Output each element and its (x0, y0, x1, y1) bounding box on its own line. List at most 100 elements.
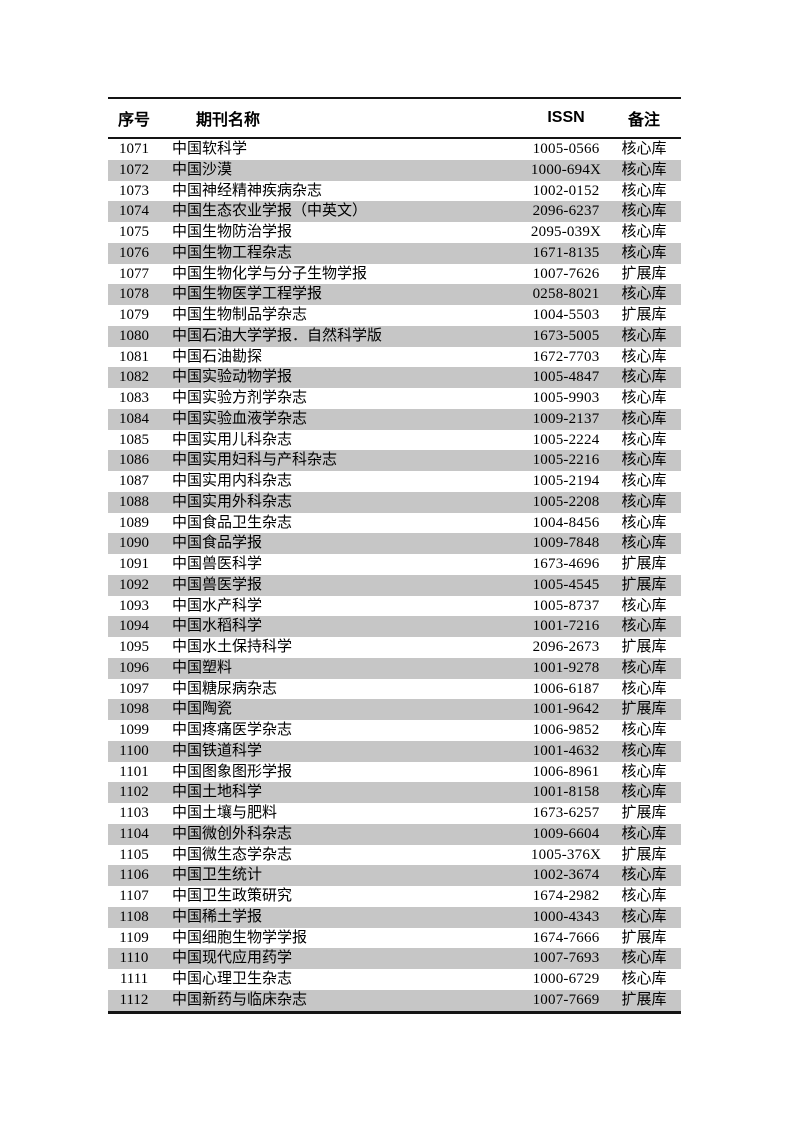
cell-note: 核心库 (621, 888, 667, 904)
cell-row-number: 1077 (119, 265, 149, 282)
cell-row-number: 1085 (119, 431, 149, 448)
cell-issn: 1009-7848 (532, 535, 600, 552)
document-page: 序号 期刊名称 ISSN 备注 1071 中国软科学 1005-0566 核心库… (108, 97, 681, 1014)
table-row: 1093 中国水产科学 1005-8737 核心库 (108, 596, 681, 617)
cell-note: 核心库 (621, 224, 667, 240)
cell-issn: 1005-2224 (532, 431, 600, 448)
cell-journal-name: 中国陶瓷 (172, 701, 233, 718)
cell-issn: 1007-7669 (532, 991, 600, 1008)
table-row: 1112 中国新药与临床杂志 1007-7669 扩展库 (108, 989, 681, 1012)
cell-row-number: 1083 (119, 390, 149, 406)
cell-journal-name: 中国稀土学报 (172, 908, 263, 925)
table-row: 1103 中国土壤与肥料 1673-6257 扩展库 (108, 803, 681, 824)
cell-issn: 1001-9642 (532, 701, 600, 718)
cell-journal-name: 中国水产科学 (172, 597, 263, 614)
cell-journal-name: 中国细胞生物学学报 (172, 929, 308, 946)
cell-note: 核心库 (621, 908, 667, 925)
cell-journal-name: 中国神经精神疾病杂志 (172, 182, 323, 199)
cell-issn: 1004-5503 (532, 307, 600, 323)
cell-issn: 1006-6187 (532, 680, 600, 697)
cell-issn: 1005-376X (530, 846, 602, 863)
cell-issn: 1009-2137 (532, 410, 600, 427)
cell-journal-name: 中国实用儿科杂志 (172, 431, 293, 448)
cell-note: 核心库 (621, 722, 667, 738)
cell-issn: 1000-694X (530, 161, 602, 178)
table-row: 1110 中国现代应用药学 1007-7693 核心库 (108, 948, 681, 969)
cell-journal-name: 中国实用妇科与产科杂志 (172, 452, 338, 469)
cell-row-number: 1104 (119, 825, 149, 842)
cell-note: 扩展库 (621, 991, 667, 1008)
cell-issn: 1001-4632 (532, 742, 600, 759)
journal-table: 序号 期刊名称 ISSN 备注 1071 中国软科学 1005-0566 核心库… (108, 97, 681, 1014)
cell-journal-name: 中国心理卫生杂志 (172, 971, 293, 987)
cell-journal-name: 中国水土保持科学 (172, 639, 293, 655)
cell-journal-name: 中国软科学 (172, 141, 248, 157)
cell-issn: 1673-4696 (532, 556, 600, 572)
cell-row-number: 1098 (119, 701, 149, 718)
header-issn: ISSN (525, 98, 607, 139)
header-no: 序号 (108, 98, 160, 139)
cell-row-number: 1101 (119, 763, 149, 780)
cell-note: 核心库 (621, 680, 667, 697)
cell-journal-name: 中国生物工程杂志 (172, 244, 293, 261)
cell-note: 核心库 (621, 742, 667, 759)
header-note: 备注 (607, 98, 681, 139)
cell-journal-name: 中国实验血液学杂志 (172, 410, 308, 427)
cell-note: 扩展库 (621, 929, 667, 946)
cell-journal-name: 中国石油大学学报．自然科学版 (172, 327, 383, 344)
table-row: 1091 中国兽医科学 1673-4696 扩展库 (108, 554, 681, 575)
cell-note: 扩展库 (621, 265, 667, 282)
cell-note: 扩展库 (621, 846, 667, 863)
cell-journal-name: 中国生物化学与分子生物学报 (172, 265, 368, 282)
cell-issn: 1006-9852 (532, 722, 600, 738)
cell-note: 扩展库 (621, 307, 667, 323)
cell-journal-name: 中国实验动物学报 (172, 369, 293, 386)
cell-issn: 2096-2673 (532, 639, 600, 655)
cell-issn: 1004-8456 (532, 514, 600, 531)
table-row: 1107 中国卫生政策研究 1674-2982 核心库 (108, 886, 681, 907)
cell-note: 核心库 (621, 535, 667, 552)
cell-row-number: 1087 (119, 473, 149, 489)
cell-row-number: 1082 (119, 369, 149, 386)
cell-journal-name: 中国实用外科杂志 (172, 493, 293, 510)
table-row: 1106 中国卫生统计 1002-3674 核心库 (108, 865, 681, 886)
cell-journal-name: 中国沙漠 (172, 161, 233, 178)
cell-row-number: 1107 (119, 888, 149, 904)
table-row: 1073 中国神经精神疾病杂志 1002-0152 核心库 (108, 181, 681, 202)
cell-row-number: 1097 (119, 680, 149, 697)
cell-note: 扩展库 (621, 701, 667, 718)
cell-note: 核心库 (621, 431, 667, 448)
cell-note: 核心库 (621, 390, 667, 406)
table-row: 1097 中国糖尿病杂志 1006-6187 核心库 (108, 679, 681, 700)
cell-journal-name: 中国食品卫生杂志 (172, 514, 293, 531)
cell-journal-name: 中国兽医学报 (172, 576, 263, 593)
cell-row-number: 1090 (119, 535, 149, 552)
table-row: 1095 中国水土保持科学 2096-2673 扩展库 (108, 637, 681, 658)
cell-issn: 1002-3674 (532, 867, 600, 884)
cell-issn: 1005-2208 (532, 493, 600, 510)
cell-row-number: 1072 (119, 161, 149, 178)
cell-note: 核心库 (621, 950, 667, 967)
cell-journal-name: 中国土壤与肥料 (172, 805, 278, 821)
table-row: 1105 中国微生态学杂志 1005-376X 扩展库 (108, 845, 681, 866)
table-row: 1083 中国实验方剂学杂志 1005-9903 核心库 (108, 388, 681, 409)
cell-row-number: 1086 (119, 452, 149, 469)
cell-journal-name: 中国现代应用药学 (172, 950, 293, 967)
cell-journal-name: 中国兽医科学 (172, 556, 263, 572)
table-row: 1100 中国铁道科学 1001-4632 核心库 (108, 740, 681, 762)
cell-row-number: 1076 (119, 244, 149, 261)
cell-issn: 1006-8961 (532, 763, 600, 780)
table-row: 1111 中国心理卫生杂志 1000-6729 核心库 (108, 969, 681, 990)
cell-issn: 0258-8021 (532, 286, 600, 303)
table-header-row: 序号 期刊名称 ISSN 备注 (108, 98, 681, 139)
cell-note: 核心库 (621, 161, 667, 178)
cell-row-number: 1091 (119, 556, 149, 572)
cell-issn: 1005-9903 (532, 390, 600, 406)
cell-issn: 1671-8135 (532, 244, 600, 261)
cell-row-number: 1081 (119, 348, 149, 365)
table-row: 1080 中国石油大学学报．自然科学版 1673-5005 核心库 (108, 325, 681, 347)
cell-issn: 1000-4343 (532, 908, 600, 925)
cell-note: 核心库 (621, 618, 667, 635)
cell-note: 核心库 (621, 971, 667, 987)
table-row: 1109 中国细胞生物学学报 1674-7666 扩展库 (108, 928, 681, 949)
